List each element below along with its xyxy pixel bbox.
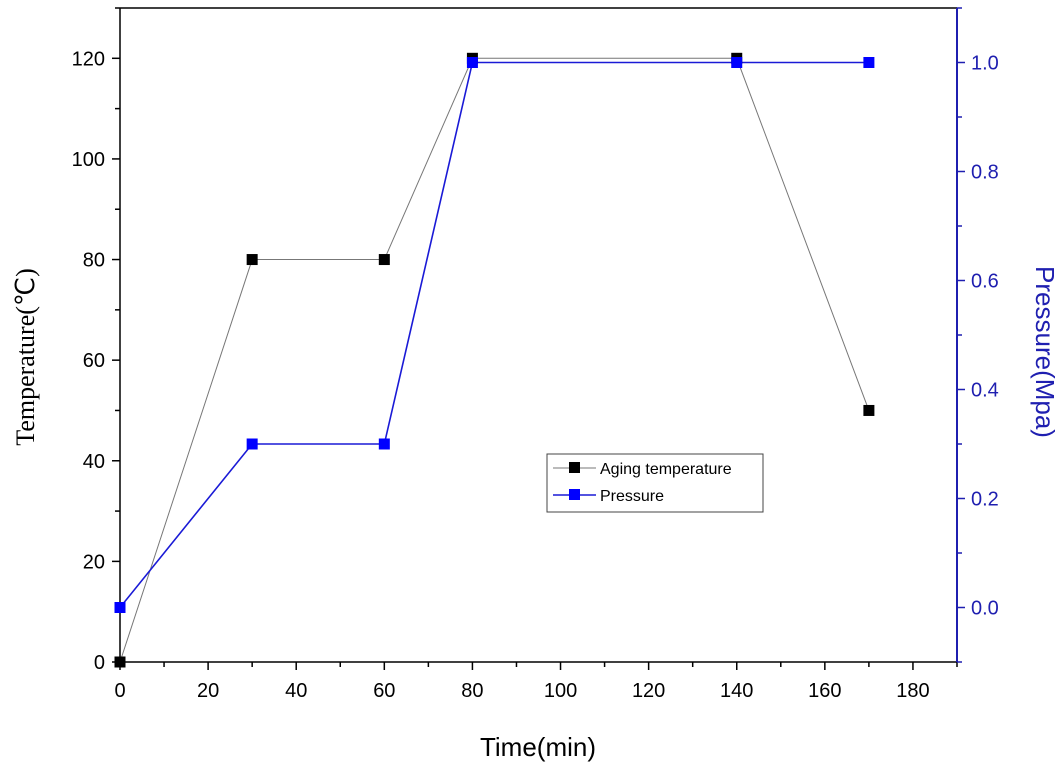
x-axis-title: Time(min) xyxy=(480,732,596,762)
y2-tick-label: 0.2 xyxy=(971,489,999,511)
legend-marker-aging-temperature xyxy=(569,462,580,473)
x-tick-label: 100 xyxy=(544,680,577,702)
y-tick-label: 20 xyxy=(83,551,105,573)
series-layer xyxy=(114,52,875,668)
y-tick-label: 80 xyxy=(83,250,105,272)
legend-marker-pressure xyxy=(569,489,580,500)
data-point-aging-temperature xyxy=(863,404,875,416)
y2-tick-label: 1.0 xyxy=(971,53,999,75)
y-tick-label: 100 xyxy=(72,149,105,171)
x-tick-label: 40 xyxy=(285,680,307,702)
y-tick-label: 120 xyxy=(72,48,105,70)
legend-label-pressure: Pressure xyxy=(600,488,664,505)
right-y-axis-ticks: 0.0 0.2 0.4 0.6 0.8 1.0 xyxy=(957,7,999,663)
legend: Aging temperature Pressure xyxy=(546,453,764,513)
x-tick-label: 20 xyxy=(197,680,219,702)
x-axis-ticks: 0 20 40 60 80 100 120 140 160 180 xyxy=(114,662,958,702)
y-tick-label: 60 xyxy=(83,350,105,372)
x-tick-label: 120 xyxy=(632,680,665,702)
plot-area xyxy=(120,8,957,662)
x-tick-label: 80 xyxy=(461,680,483,702)
data-point-pressure xyxy=(114,602,126,613)
y2-tick-label: 0.8 xyxy=(971,162,999,184)
left-y-axis-title: Temperature(℃) xyxy=(11,268,40,446)
legend-label-aging-temperature: Aging temperature xyxy=(600,461,732,478)
right-y-axis-title: Pressure(Mpa) xyxy=(1030,266,1060,438)
data-point-pressure xyxy=(246,438,258,450)
data-point-aging-temperature xyxy=(246,254,258,266)
data-point-aging-temperature xyxy=(378,254,390,266)
x-tick-label: 180 xyxy=(896,680,929,702)
data-point-pressure xyxy=(466,57,478,68)
data-point-aging-temperature xyxy=(114,656,126,668)
x-tick-label: 60 xyxy=(373,680,395,702)
x-tick-label: 160 xyxy=(808,680,841,702)
y-tick-label: 40 xyxy=(83,451,105,473)
data-point-pressure xyxy=(378,438,390,450)
series-line-aging-temperature xyxy=(119,57,870,663)
left-y-axis-ticks: 0 20 40 60 80 100 120 xyxy=(72,7,120,674)
legend-box xyxy=(546,453,764,513)
y2-tick-label: 0.0 xyxy=(971,598,999,620)
data-point-pressure xyxy=(863,57,875,68)
x-tick-label: 0 xyxy=(114,680,125,702)
series-line-pressure xyxy=(119,61,869,609)
x-tick-label: 140 xyxy=(720,680,753,702)
y-tick-label: 0 xyxy=(94,652,105,674)
y2-tick-label: 0.4 xyxy=(971,380,999,402)
y2-tick-label: 0.6 xyxy=(971,271,999,293)
data-point-pressure xyxy=(731,57,743,68)
